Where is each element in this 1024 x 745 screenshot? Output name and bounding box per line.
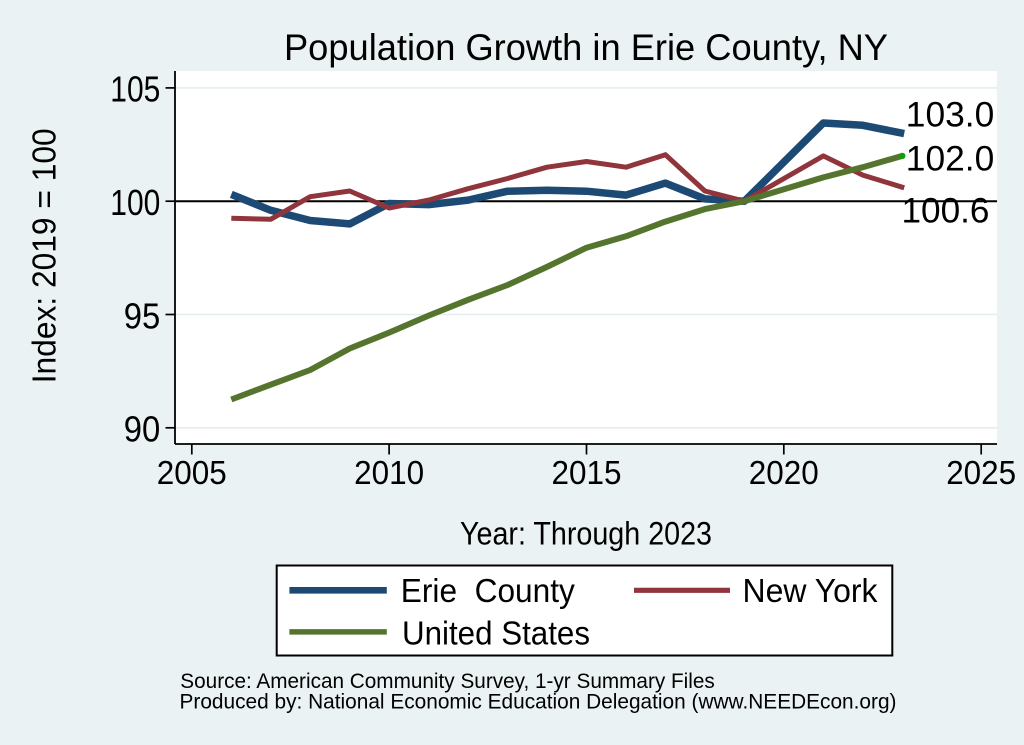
svg-text:Produced by: National Economic: Produced by: National Economic Education… bbox=[180, 691, 897, 714]
svg-text:Year: Through 2023: Year: Through 2023 bbox=[460, 515, 712, 551]
svg-text:103.0: 103.0 bbox=[906, 95, 995, 135]
svg-text:Source: American Community Sur: Source: American Community Survey, 1-yr … bbox=[180, 670, 715, 693]
svg-text:102.0: 102.0 bbox=[906, 139, 995, 179]
svg-text:New York: New York bbox=[743, 573, 878, 610]
svg-text:United States: United States bbox=[402, 615, 590, 652]
svg-text:2005: 2005 bbox=[157, 455, 227, 492]
svg-text:2015: 2015 bbox=[552, 455, 622, 492]
svg-text:Erie County: Erie County bbox=[401, 573, 575, 610]
svg-text:95: 95 bbox=[124, 296, 161, 336]
svg-text:100: 100 bbox=[110, 183, 160, 223]
svg-text:Population Growth in Erie Coun: Population Growth in Erie County, NY bbox=[284, 26, 888, 68]
svg-text:2025: 2025 bbox=[946, 455, 1016, 492]
svg-text:105: 105 bbox=[110, 70, 160, 110]
svg-text:2010: 2010 bbox=[354, 455, 424, 492]
svg-text:90: 90 bbox=[124, 410, 161, 450]
svg-text:100.6: 100.6 bbox=[902, 190, 990, 230]
svg-text:Index: 2019 = 100: Index: 2019 = 100 bbox=[27, 128, 64, 383]
svg-text:2020: 2020 bbox=[749, 455, 819, 492]
